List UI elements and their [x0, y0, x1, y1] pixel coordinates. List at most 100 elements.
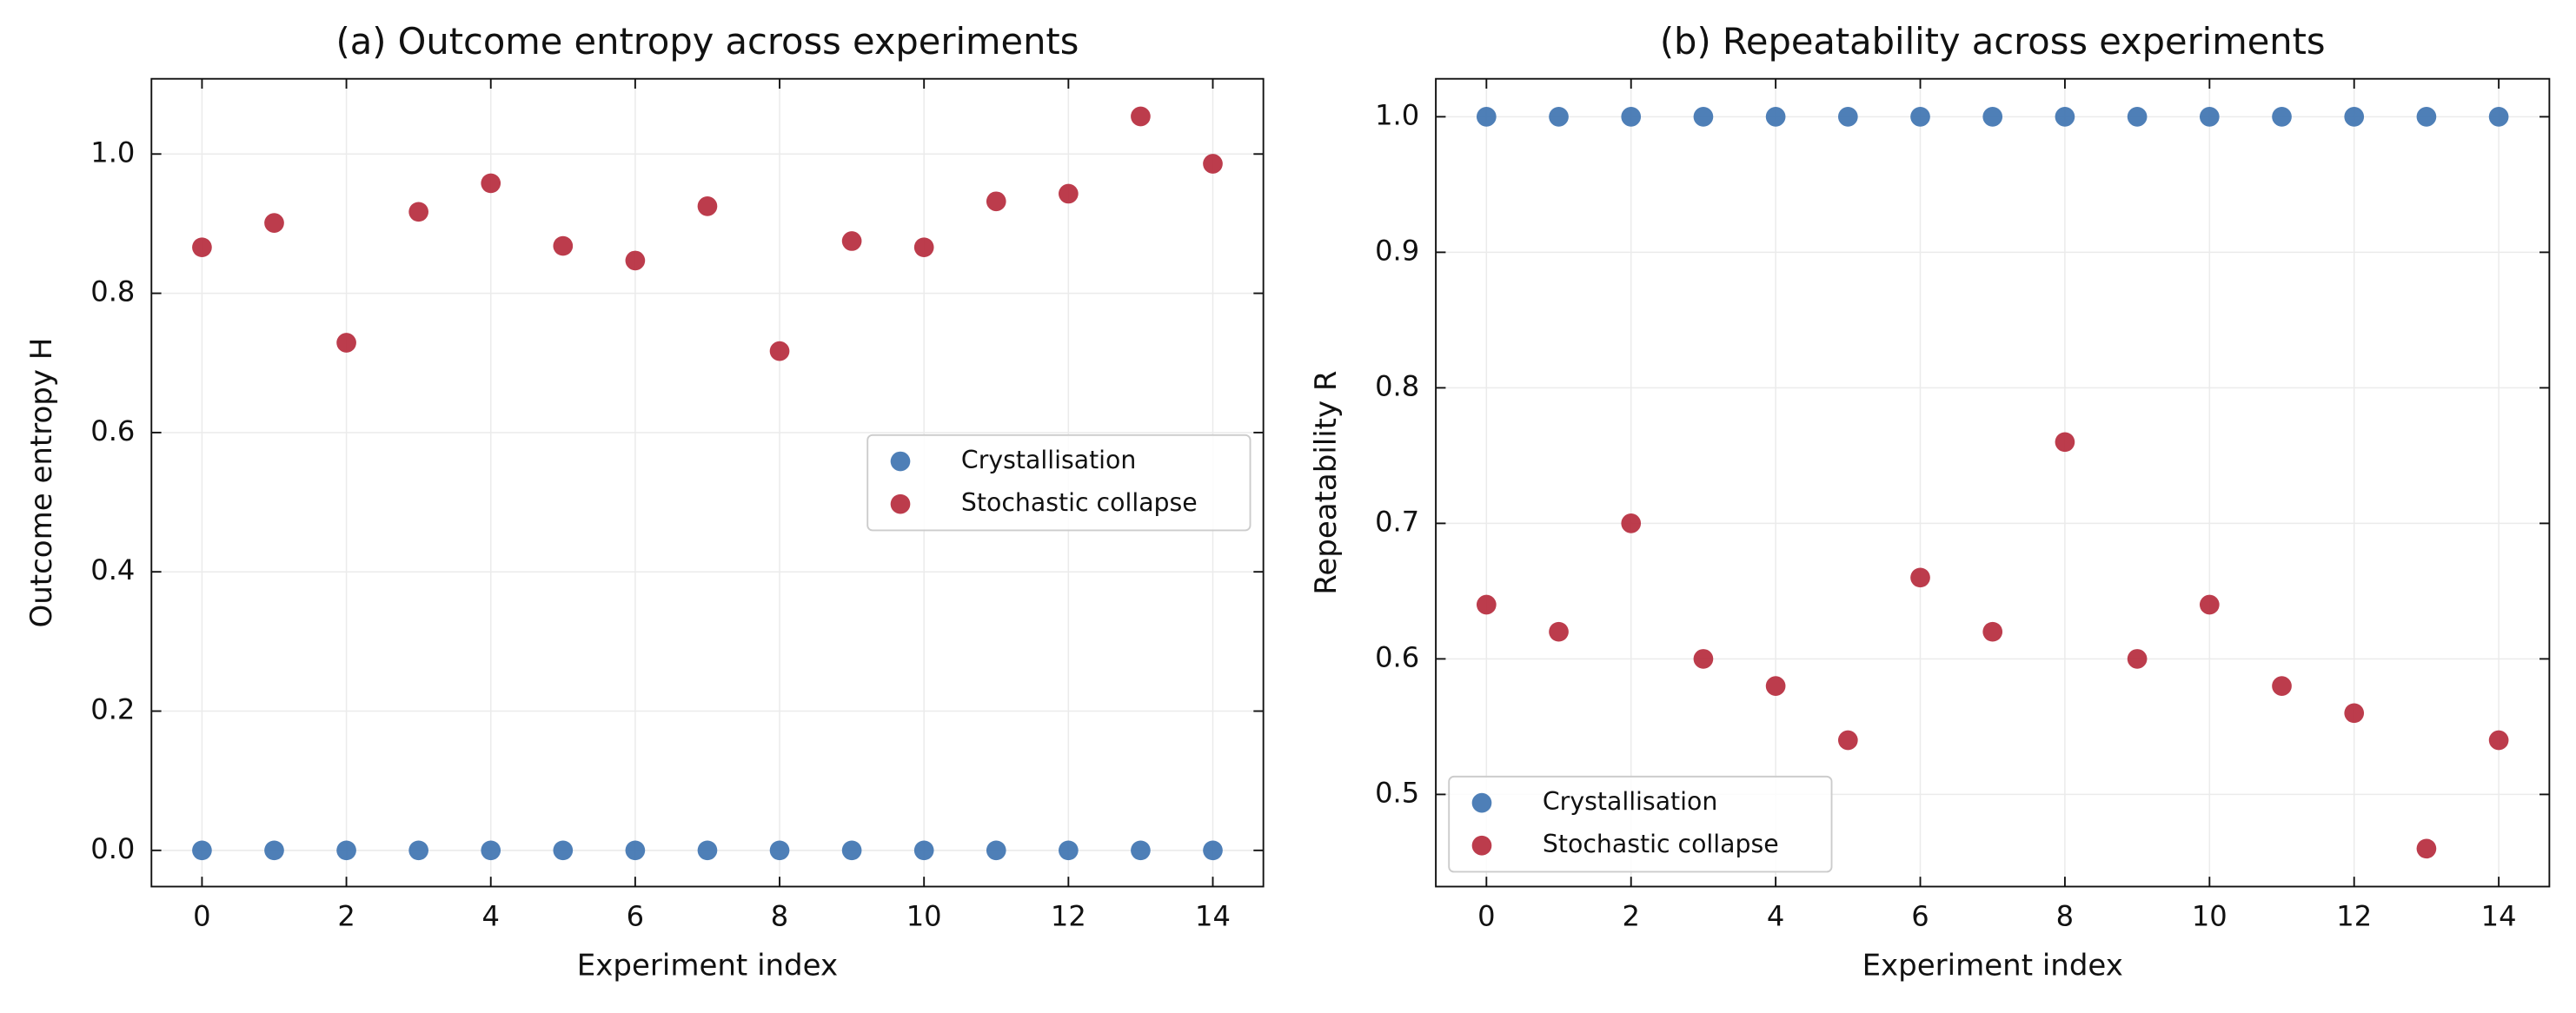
x-axis-label: Experiment index — [577, 949, 838, 983]
x-tick-label: 2 — [1623, 899, 1640, 932]
data-point — [481, 173, 501, 194]
data-point — [2488, 730, 2509, 751]
y-tick-label: 0.5 — [1375, 776, 1419, 809]
x-tick-label: 10 — [906, 899, 942, 932]
x-tick-label: 14 — [1195, 899, 1231, 932]
y-tick-label: 0.7 — [1375, 505, 1419, 538]
data-point — [625, 840, 646, 861]
data-point — [697, 196, 718, 216]
data-point — [553, 235, 574, 256]
data-point — [264, 213, 284, 233]
data-point — [2272, 676, 2292, 696]
chart-title: (a) Outcome entropy across experiments — [336, 20, 1079, 63]
data-point — [2416, 107, 2437, 127]
data-point — [336, 840, 356, 861]
chart-panel: (a) Outcome entropy across experiments Ex… — [24, 20, 1265, 983]
y-tick-label: 1.0 — [90, 136, 135, 169]
data-point — [913, 237, 934, 258]
data-point — [408, 840, 428, 861]
x-tick-label: 2 — [337, 899, 355, 932]
y-tick-label: 1.0 — [1375, 98, 1419, 131]
data-point — [264, 840, 284, 861]
data-point — [769, 341, 790, 361]
legend-marker — [1471, 792, 1492, 813]
y-tick-label: 0.8 — [90, 275, 135, 308]
legend-marker — [890, 451, 911, 472]
data-point — [1693, 649, 1714, 669]
x-tick-label: 12 — [1051, 899, 1086, 932]
data-point — [1203, 840, 1223, 861]
data-point — [1476, 594, 1497, 615]
legend: Crystallisation Stochastic collapse — [866, 434, 1251, 532]
data-point — [1549, 107, 1569, 127]
legend-box — [866, 434, 1251, 532]
y-tick-label: 0.6 — [1375, 640, 1419, 673]
data-point — [1910, 567, 1930, 588]
x-tick-label: 0 — [1477, 899, 1495, 932]
x-tick-label: 6 — [1911, 899, 1929, 932]
x-tick-label: 12 — [2336, 899, 2372, 932]
data-point — [1059, 840, 1079, 861]
data-point — [1765, 676, 1786, 696]
data-point — [2127, 649, 2148, 669]
y-axis-label: Repeatability R — [1309, 370, 1344, 594]
x-tick-label: 8 — [771, 899, 788, 932]
chart-panel: (b) Repeatability across experiments Expe… — [1309, 20, 2551, 983]
x-tick-label: 14 — [2481, 899, 2517, 932]
data-point — [1203, 154, 1223, 174]
legend-label: Stochastic collapse — [961, 488, 1198, 517]
data-point — [2344, 107, 2365, 127]
chart-title: (b) Repeatability across experiments — [1660, 20, 2326, 63]
data-point — [2272, 107, 2292, 127]
data-point — [1837, 107, 1858, 127]
y-tick-label: 0.4 — [90, 553, 135, 586]
x-tick-label: 4 — [1767, 899, 1784, 932]
y-tick-label: 0.2 — [90, 693, 135, 726]
data-point — [553, 840, 574, 861]
data-point — [2488, 107, 2509, 127]
data-point — [697, 840, 718, 861]
plot-frame — [150, 77, 1265, 888]
legend: Crystallisation Stochastic collapse — [1448, 775, 1833, 873]
x-tick-label: 4 — [482, 899, 500, 932]
data-point — [913, 840, 934, 861]
data-point — [481, 840, 501, 861]
x-axis-label: Experiment index — [1862, 949, 2123, 983]
data-point — [2055, 432, 2075, 453]
data-point — [1476, 107, 1497, 127]
x-tick-label: 0 — [193, 899, 210, 932]
data-point — [986, 840, 1006, 861]
y-tick-label: 0.0 — [90, 832, 135, 865]
data-point — [192, 840, 212, 861]
data-point — [1982, 107, 2003, 127]
data-point — [1549, 621, 1569, 642]
data-point — [192, 237, 212, 258]
x-tick-label: 6 — [627, 899, 644, 932]
y-tick-label: 0.9 — [1375, 234, 1419, 267]
legend-label: Stochastic collapse — [1543, 830, 1779, 858]
plot-frame — [1435, 77, 2551, 888]
y-axis-label: Outcome entropy H — [24, 338, 59, 628]
data-point — [1621, 513, 1642, 533]
legend-box — [1448, 775, 1833, 873]
data-point — [1131, 840, 1151, 861]
data-point — [841, 231, 862, 251]
data-point — [2344, 703, 2365, 724]
data-point — [1059, 183, 1079, 204]
y-tick-label: 0.6 — [90, 414, 135, 447]
x-tick-label: 10 — [2192, 899, 2227, 932]
data-point — [336, 333, 356, 353]
data-point — [2127, 107, 2148, 127]
data-point — [2199, 594, 2220, 615]
data-point — [408, 202, 428, 222]
data-point — [1837, 730, 1858, 751]
x-tick-label: 8 — [2056, 899, 2074, 932]
data-point — [1621, 107, 1642, 127]
legend-label: Crystallisation — [1543, 787, 1717, 816]
data-point — [769, 840, 790, 861]
data-point — [2416, 838, 2437, 859]
data-point — [1131, 106, 1151, 127]
data-point — [1982, 621, 2003, 642]
data-point — [986, 191, 1006, 212]
